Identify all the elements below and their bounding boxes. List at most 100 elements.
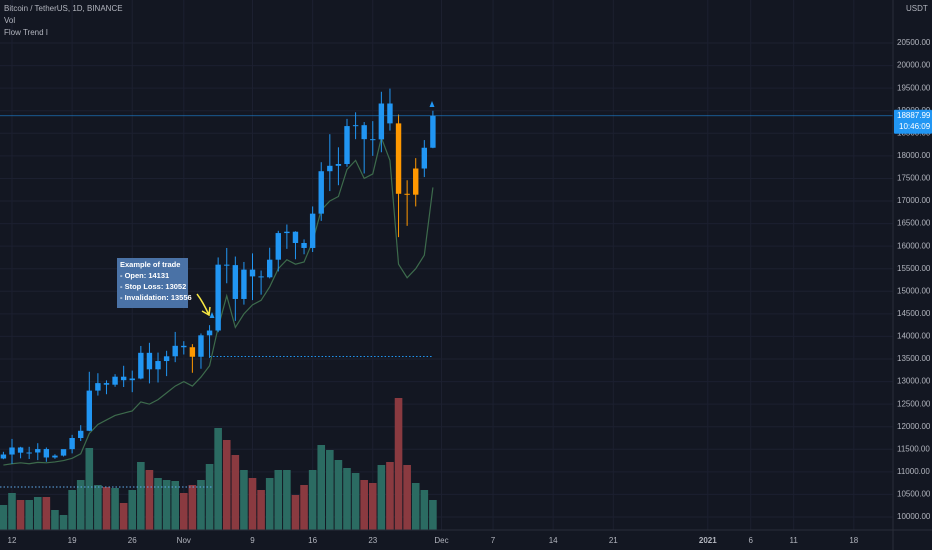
volume-bar bbox=[265, 478, 274, 530]
y-tick-label: 14500.00 bbox=[897, 309, 931, 318]
note-line: Example of trade bbox=[120, 260, 180, 269]
candle-body bbox=[413, 168, 419, 195]
volume-bar bbox=[257, 490, 265, 530]
candle-body bbox=[181, 345, 187, 348]
candle-body bbox=[232, 265, 239, 299]
candle-body bbox=[421, 147, 428, 169]
candle-body bbox=[224, 264, 230, 266]
candle-body bbox=[206, 330, 213, 336]
candle-body bbox=[43, 449, 50, 458]
volume-bar bbox=[94, 485, 102, 530]
x-tick-label: 2021 bbox=[699, 536, 717, 545]
candle-body bbox=[112, 376, 118, 385]
y-tick-label: 12500.00 bbox=[897, 399, 931, 408]
volume-bar bbox=[179, 493, 188, 530]
candle-body bbox=[155, 361, 161, 370]
x-tick-label: 26 bbox=[128, 536, 137, 545]
y-tick-label: 16500.00 bbox=[897, 219, 931, 228]
signal-marker bbox=[209, 312, 215, 318]
volume-bar bbox=[8, 493, 16, 530]
candle-body bbox=[52, 455, 58, 458]
volume-bar bbox=[411, 483, 420, 530]
candle-body bbox=[378, 103, 385, 140]
candle-body bbox=[26, 452, 32, 454]
axis-unit: USDT bbox=[906, 4, 928, 13]
candle-body bbox=[344, 126, 350, 164]
volume-bar bbox=[283, 470, 291, 530]
volume-bar bbox=[128, 490, 137, 530]
volume-bar bbox=[343, 468, 351, 530]
signal-marker bbox=[429, 101, 435, 107]
candle-body bbox=[275, 233, 281, 260]
volume-bar bbox=[351, 473, 360, 530]
volume-bar bbox=[197, 480, 205, 530]
volume-bar bbox=[231, 455, 240, 530]
candle-body bbox=[249, 269, 256, 277]
countdown-label: 10:46:09 bbox=[899, 122, 931, 131]
candle-body bbox=[301, 242, 307, 248]
candle-body bbox=[430, 115, 436, 148]
price-panel bbox=[0, 88, 893, 466]
trade-note: Example of trade - Open: 14131 - Stop Lo… bbox=[117, 258, 192, 308]
y-tick-label: 13000.00 bbox=[897, 377, 931, 386]
candle-body bbox=[292, 231, 299, 243]
y-tick-label: 18000.00 bbox=[897, 151, 931, 160]
y-tick-label: 12000.00 bbox=[897, 422, 931, 431]
note-line: - Stop Loss: 13052 bbox=[120, 282, 186, 291]
candle-body bbox=[284, 231, 290, 234]
candle-body bbox=[78, 430, 84, 439]
volume-bar bbox=[85, 448, 94, 530]
candle-body bbox=[172, 345, 178, 357]
volume-bar bbox=[240, 470, 248, 530]
volume-bar bbox=[33, 497, 42, 530]
candle-body bbox=[35, 449, 41, 453]
x-tick-label: 9 bbox=[250, 536, 255, 545]
candle-body bbox=[138, 352, 144, 379]
volume-bar bbox=[171, 481, 179, 530]
y-tick-label: 13500.00 bbox=[897, 354, 931, 363]
volume-bar bbox=[59, 515, 68, 530]
volume-bar bbox=[308, 470, 317, 530]
candle-body bbox=[60, 449, 67, 456]
candle-body bbox=[129, 378, 135, 381]
volume-bar bbox=[420, 490, 429, 530]
volume-bar bbox=[368, 483, 377, 530]
candle-body bbox=[361, 125, 367, 140]
volume-bar bbox=[16, 500, 25, 530]
candle-body bbox=[86, 390, 92, 431]
note-box bbox=[117, 258, 188, 308]
candle-body bbox=[95, 383, 101, 391]
candle-body bbox=[352, 125, 359, 127]
volume-bar bbox=[137, 462, 145, 530]
y-tick-label: 11500.00 bbox=[897, 444, 930, 453]
candle-body bbox=[9, 447, 15, 455]
candle-body bbox=[198, 335, 204, 357]
candle-body bbox=[266, 259, 273, 278]
candle-body bbox=[17, 447, 24, 453]
candle-body bbox=[0, 454, 7, 459]
volume-bar bbox=[0, 505, 8, 530]
symbol-title: Bitcoin / TetherUS, 1D, BINANCE bbox=[4, 4, 123, 13]
volume-bar bbox=[25, 500, 33, 530]
candle-body bbox=[335, 163, 342, 166]
volume-bar bbox=[334, 460, 343, 530]
arrow-head bbox=[201, 306, 211, 317]
indicator-label: Vol bbox=[4, 16, 15, 25]
x-tick-label: 12 bbox=[8, 536, 17, 545]
volume-panel bbox=[0, 398, 437, 530]
volume-bar bbox=[386, 462, 394, 530]
y-tick-label: 10500.00 bbox=[897, 490, 931, 499]
x-tick-label: 11 bbox=[790, 536, 799, 545]
volume-bar bbox=[68, 490, 76, 530]
volume-bar bbox=[51, 510, 59, 530]
volume-bar bbox=[154, 478, 162, 530]
y-tick-label: 11000.00 bbox=[897, 467, 930, 476]
volume-bar bbox=[145, 470, 154, 530]
volume-bar bbox=[377, 465, 386, 530]
volume-bar bbox=[162, 480, 171, 530]
y-tick-label: 20000.00 bbox=[897, 61, 931, 70]
volume-bar bbox=[274, 470, 283, 530]
candle-body bbox=[241, 269, 247, 299]
